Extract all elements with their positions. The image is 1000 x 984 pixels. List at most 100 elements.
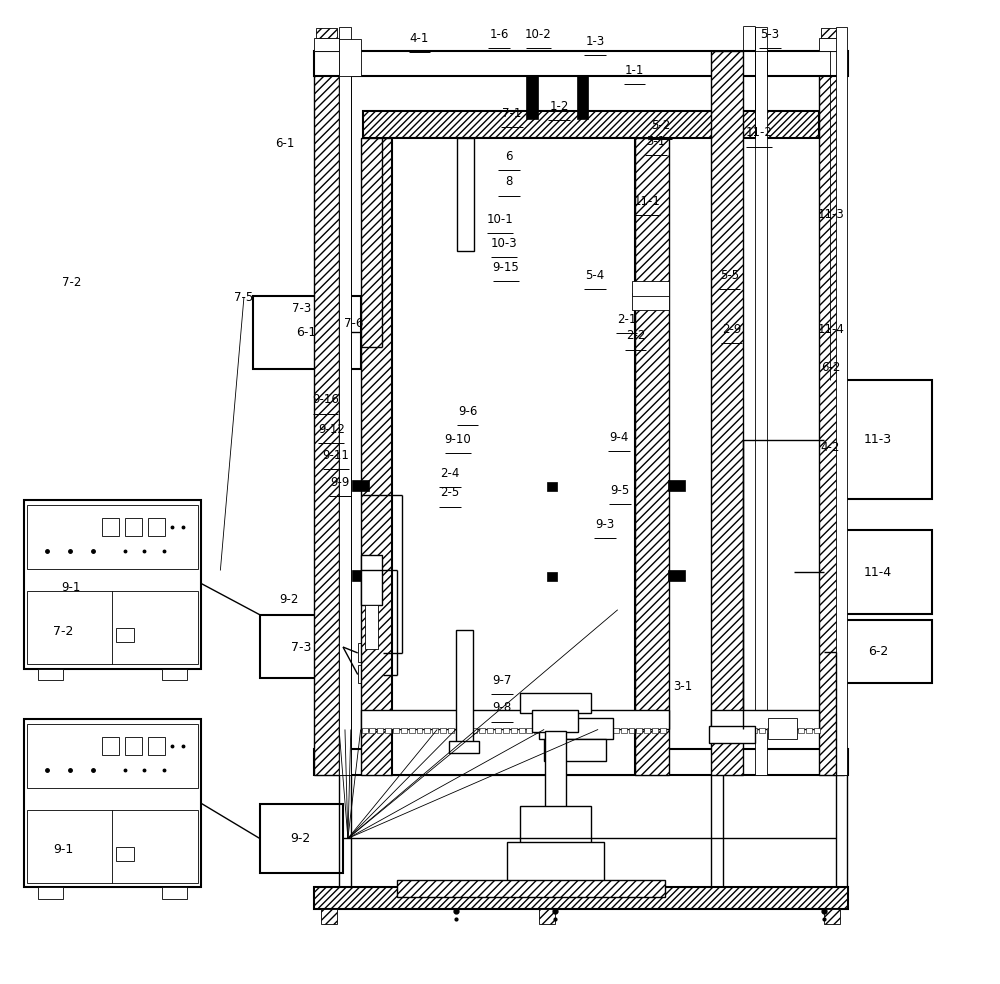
Bar bbox=[369, 728, 375, 733]
Text: 2-9: 2-9 bbox=[722, 323, 741, 336]
Bar bbox=[636, 728, 642, 733]
Bar bbox=[361, 138, 392, 774]
Bar bbox=[38, 888, 63, 899]
Bar bbox=[361, 709, 669, 729]
Circle shape bbox=[62, 735, 85, 757]
Bar bbox=[574, 728, 579, 733]
Bar bbox=[456, 631, 473, 749]
Bar bbox=[767, 728, 773, 733]
Bar bbox=[314, 37, 339, 51]
Text: 9-4: 9-4 bbox=[609, 431, 628, 444]
Bar bbox=[520, 693, 591, 712]
Text: 9-11: 9-11 bbox=[323, 449, 350, 462]
Circle shape bbox=[36, 735, 58, 757]
Text: 5-3: 5-3 bbox=[760, 29, 779, 41]
Text: 7-2: 7-2 bbox=[62, 277, 81, 289]
Text: 7-1: 7-1 bbox=[502, 106, 521, 120]
Bar bbox=[836, 27, 847, 774]
Bar bbox=[358, 644, 383, 662]
Bar bbox=[759, 728, 765, 733]
Bar bbox=[314, 888, 848, 909]
Text: 11-4: 11-4 bbox=[864, 566, 892, 579]
Bar bbox=[116, 629, 134, 642]
Bar bbox=[148, 737, 165, 755]
Bar bbox=[456, 728, 462, 733]
Bar bbox=[824, 380, 932, 499]
Bar bbox=[503, 728, 509, 733]
Bar bbox=[720, 728, 726, 733]
Text: 7-6: 7-6 bbox=[344, 317, 363, 330]
Bar bbox=[401, 728, 407, 733]
Bar bbox=[526, 76, 538, 119]
Text: 2-2: 2-2 bbox=[626, 330, 645, 342]
Bar bbox=[711, 51, 743, 774]
Bar bbox=[783, 728, 788, 733]
Bar bbox=[385, 728, 391, 733]
Bar bbox=[260, 615, 343, 678]
Bar bbox=[775, 728, 781, 733]
Bar bbox=[472, 728, 477, 733]
Bar bbox=[27, 591, 198, 664]
Bar bbox=[577, 76, 588, 119]
Bar bbox=[743, 728, 749, 733]
Bar bbox=[260, 804, 343, 873]
Bar bbox=[417, 728, 422, 733]
Text: 2-5: 2-5 bbox=[440, 486, 460, 500]
Bar bbox=[448, 728, 454, 733]
Text: 11-3: 11-3 bbox=[864, 434, 892, 447]
Bar bbox=[819, 37, 844, 51]
Bar bbox=[544, 739, 606, 761]
Text: 7-2: 7-2 bbox=[53, 625, 73, 638]
Bar bbox=[361, 555, 382, 605]
Text: 9-16: 9-16 bbox=[312, 394, 339, 406]
Bar bbox=[38, 668, 63, 680]
Text: 1-3: 1-3 bbox=[586, 35, 605, 48]
Bar bbox=[751, 728, 757, 733]
Text: 9-5: 9-5 bbox=[610, 483, 629, 497]
Text: 5-5: 5-5 bbox=[720, 269, 739, 281]
Circle shape bbox=[36, 516, 58, 538]
Text: 8: 8 bbox=[505, 175, 513, 188]
Bar bbox=[520, 806, 591, 845]
Bar bbox=[644, 728, 650, 733]
Text: 7-3: 7-3 bbox=[291, 641, 311, 653]
Bar bbox=[365, 605, 378, 649]
Text: 9-12: 9-12 bbox=[318, 423, 345, 436]
Bar bbox=[314, 749, 848, 774]
Bar bbox=[393, 728, 399, 733]
Bar bbox=[479, 728, 485, 733]
Circle shape bbox=[62, 516, 85, 538]
Bar bbox=[409, 728, 415, 733]
Bar bbox=[464, 728, 470, 733]
Bar bbox=[424, 728, 430, 733]
Bar bbox=[27, 723, 198, 788]
Bar bbox=[377, 728, 383, 733]
Bar bbox=[547, 573, 557, 582]
Text: 9-9: 9-9 bbox=[330, 475, 350, 489]
Text: 9-2: 9-2 bbox=[279, 593, 299, 606]
Bar bbox=[814, 728, 820, 733]
Bar bbox=[487, 728, 493, 733]
Bar bbox=[806, 728, 812, 733]
Bar bbox=[821, 28, 842, 37]
Bar bbox=[558, 728, 564, 733]
Bar bbox=[495, 728, 501, 733]
Bar bbox=[709, 725, 755, 743]
Bar bbox=[352, 571, 369, 582]
Bar bbox=[539, 909, 555, 924]
Bar bbox=[24, 500, 201, 668]
Bar bbox=[597, 728, 603, 733]
Text: 9-1: 9-1 bbox=[53, 843, 73, 856]
Bar bbox=[632, 293, 669, 311]
Bar bbox=[542, 728, 548, 733]
Text: 6-2: 6-2 bbox=[868, 646, 888, 658]
Text: 1-2: 1-2 bbox=[549, 100, 569, 113]
Bar bbox=[824, 530, 932, 614]
Bar bbox=[532, 709, 578, 732]
Text: 5-2: 5-2 bbox=[651, 118, 671, 132]
Text: 6: 6 bbox=[505, 150, 513, 163]
Bar bbox=[363, 111, 819, 138]
Bar bbox=[339, 38, 361, 76]
Text: 1-6: 1-6 bbox=[489, 29, 509, 41]
Bar bbox=[768, 717, 797, 739]
